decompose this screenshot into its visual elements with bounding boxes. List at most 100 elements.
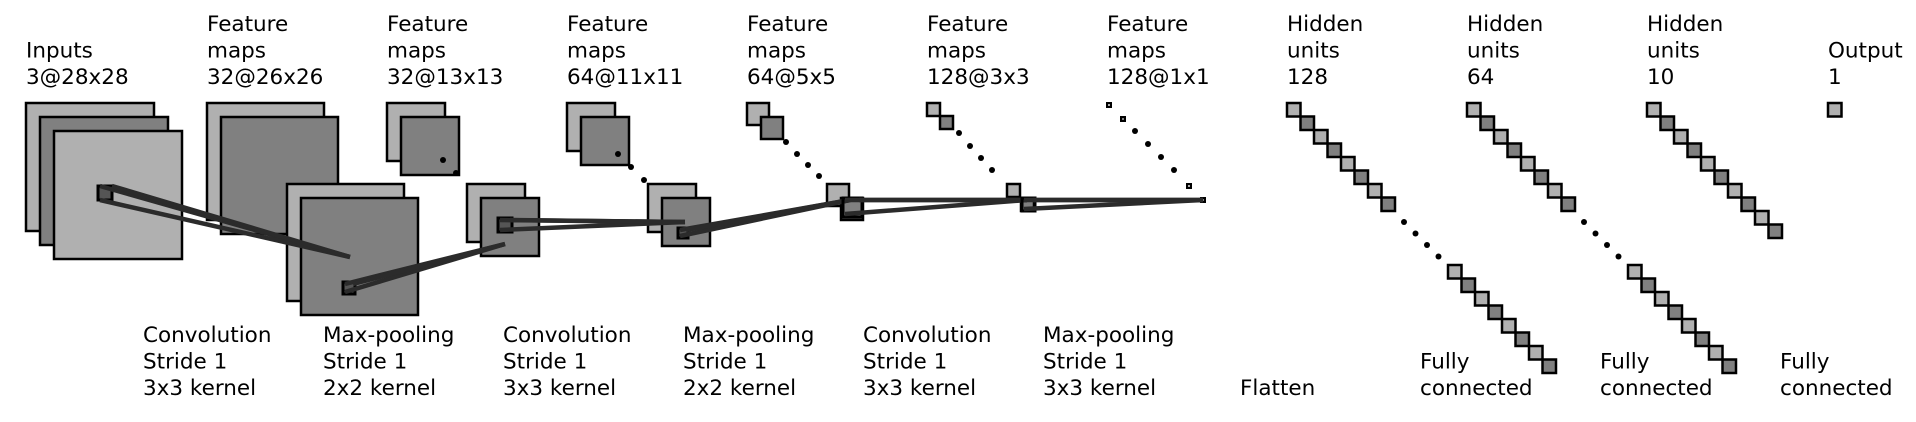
- hidden-unit: [1626, 263, 1643, 280]
- layer-title: Feature maps 32@13x13: [387, 12, 503, 90]
- feature-map: [1106, 102, 1112, 108]
- hidden-unit: [1487, 304, 1504, 321]
- hidden-unit: [1380, 196, 1397, 213]
- ellipsis-dot: [1171, 167, 1177, 173]
- layer-title: Feature maps 32@26x26: [207, 12, 323, 90]
- feature-map: [1120, 116, 1126, 122]
- hidden-unit: [1339, 155, 1356, 172]
- ellipsis-dots: [440, 151, 647, 183]
- feature-map: [925, 101, 942, 118]
- ellipsis-dot: [783, 139, 789, 145]
- hidden-unit: [1500, 317, 1517, 334]
- ellipsis-dot: [794, 151, 800, 157]
- hidden-unit: [1541, 358, 1558, 375]
- layer-pool1-maps: [385, 101, 461, 177]
- ellipsis-dot: [805, 162, 811, 168]
- operation-label: Fully connected: [1600, 350, 1713, 402]
- feature-map: [399, 115, 461, 177]
- ellipsis-dot: [967, 143, 973, 149]
- layer-pool3-maps: [1106, 102, 1206, 203]
- hidden-unit: [1713, 169, 1730, 186]
- ellipsis-dot: [453, 170, 459, 176]
- layer-title: Feature maps 128@1x1: [1107, 12, 1210, 90]
- ellipsis-dot: [1401, 219, 1407, 225]
- ellipsis-dot: [989, 167, 995, 173]
- hidden-unit: [1514, 331, 1531, 348]
- hidden-unit: [1686, 142, 1703, 159]
- hidden-unit: [1672, 128, 1689, 145]
- hidden-unit: [1312, 128, 1329, 145]
- hidden-unit: [1680, 317, 1697, 334]
- hidden-unit: [1479, 115, 1496, 132]
- ellipsis-dot: [1412, 230, 1419, 237]
- hidden-unit: [1645, 101, 1662, 118]
- ellipsis-dots: [783, 139, 822, 179]
- hidden-unit: [1753, 209, 1770, 226]
- operation-label: Flatten: [1240, 376, 1315, 401]
- layer-title: Hidden units 10: [1647, 12, 1723, 90]
- hidden-unit: [1533, 169, 1550, 186]
- ellipsis-dot: [1424, 242, 1430, 248]
- layer-title: Hidden units 128: [1287, 12, 1363, 90]
- ellipsis-dot: [1132, 128, 1138, 134]
- ellipsis-dots: [1132, 128, 1177, 173]
- ellipsis-dot: [440, 157, 446, 163]
- hidden-unit: [1473, 290, 1490, 307]
- ellipsis-dots: [956, 130, 995, 173]
- operation-label: Convolution Stride 1 3x3 kernel: [503, 323, 631, 401]
- ellipsis-dot: [956, 130, 962, 136]
- hidden-unit: [1353, 169, 1370, 186]
- hidden-unit: [1826, 101, 1843, 118]
- hidden-unit: [1299, 115, 1316, 132]
- ellipsis-dot: [628, 164, 634, 170]
- connectors: [96, 183, 1204, 296]
- layer-title: Feature maps 64@11x11: [567, 12, 683, 90]
- operation-label: Max-pooling Stride 1 3x3 kernel: [1043, 323, 1174, 401]
- hidden-unit: [1460, 277, 1477, 294]
- dense-layers: [1285, 101, 1843, 375]
- hidden-unit: [1694, 331, 1711, 348]
- layer-conv1-maps: [205, 101, 340, 236]
- operation-label: Fully connected: [1420, 350, 1533, 402]
- layer-title: Output 1: [1828, 39, 1903, 91]
- layer-titles: Inputs 3@28x28 Feature maps 32@26x26 Feature m…: [26, 12, 1903, 90]
- layer-inputs-maps: [24, 101, 184, 261]
- ellipsis-dot: [816, 173, 822, 179]
- ellipsis-dot: [615, 151, 621, 157]
- hidden-unit: [1640, 277, 1657, 294]
- hidden-unit: [1699, 155, 1716, 172]
- hidden-unit: [1560, 196, 1577, 213]
- feature-map: [299, 196, 420, 317]
- hidden-unit: [1546, 182, 1563, 199]
- layer-conv2-maps: [565, 101, 631, 167]
- hidden-unit: [1721, 358, 1738, 375]
- ellipsis-dot: [1615, 253, 1622, 260]
- hidden-unit: [1667, 304, 1684, 321]
- hidden-unit: [1492, 128, 1509, 145]
- operation-label: Max-pooling Stride 1 2x2 kernel: [323, 323, 454, 401]
- connector-line: [685, 197, 851, 233]
- hidden-unit: [1506, 142, 1523, 159]
- feature-map: [1005, 182, 1022, 199]
- layer-title: Feature maps 64@5x5: [747, 12, 836, 90]
- feature-map: [938, 114, 955, 131]
- hidden-unit: [1767, 223, 1784, 240]
- feature-map: [759, 115, 785, 141]
- connector-line: [99, 197, 351, 260]
- ellipsis-dot: [1145, 141, 1151, 147]
- feature-map: [52, 129, 184, 261]
- hidden-unit: [1285, 101, 1302, 118]
- ellipsis-dot: [1435, 253, 1442, 260]
- operation-label: Convolution Stride 1 3x3 kernel: [143, 323, 271, 401]
- layer-title: Feature maps 128@3x3: [927, 12, 1030, 90]
- ellipsis-dot: [978, 155, 984, 161]
- hidden-unit: [1726, 182, 1743, 199]
- hidden-unit: [1527, 344, 1544, 361]
- connector-line: [111, 183, 351, 260]
- hidden-unit: [1326, 142, 1343, 159]
- connector-line: [844, 197, 1028, 217]
- hidden-unit: [1707, 344, 1724, 361]
- ellipsis-dot: [1581, 219, 1587, 225]
- connector-line: [352, 241, 506, 287]
